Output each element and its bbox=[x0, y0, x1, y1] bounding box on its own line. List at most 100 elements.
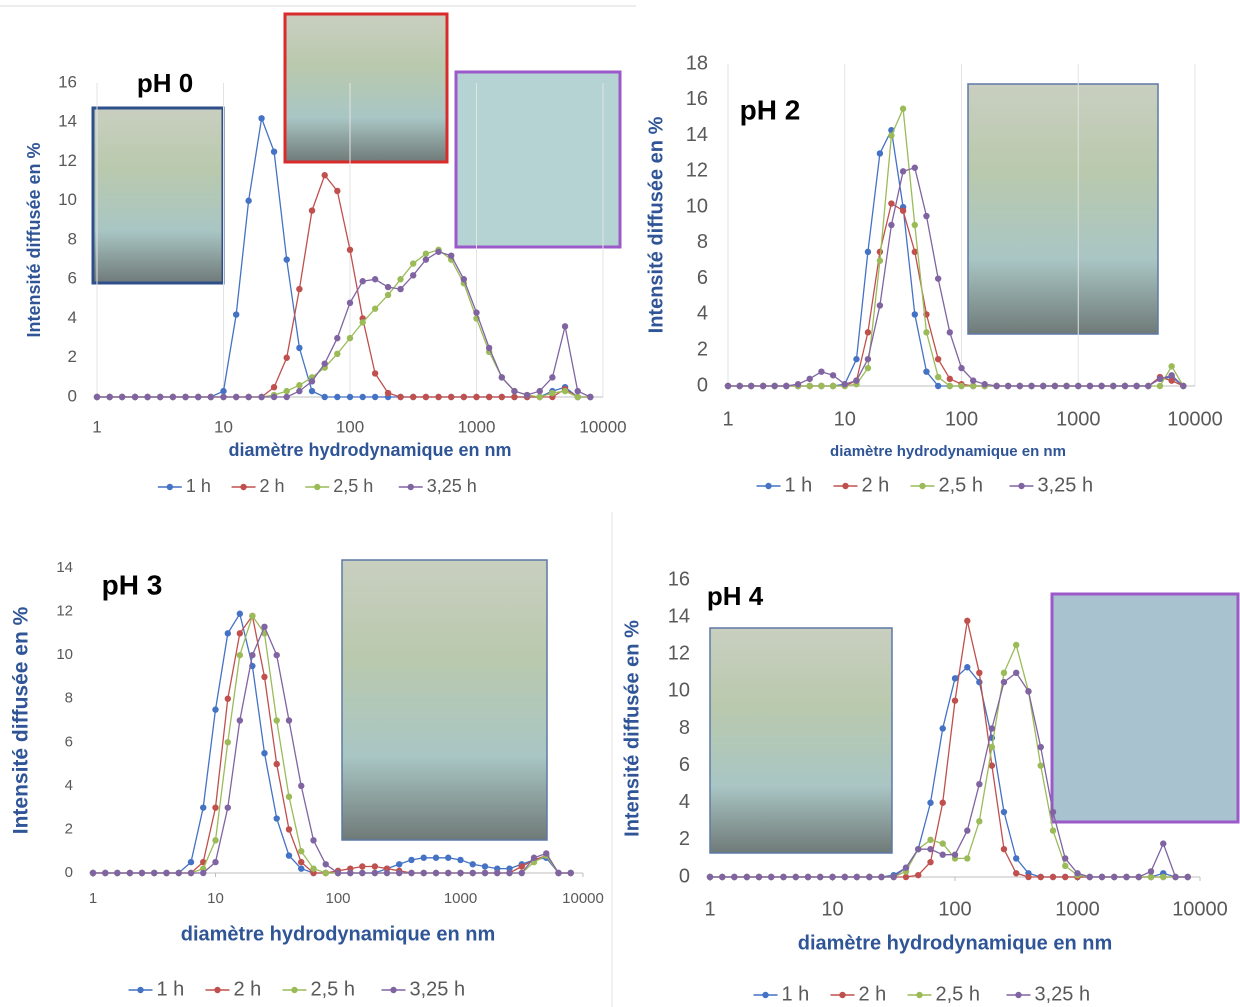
data-point bbox=[946, 382, 954, 390]
legend-label: 2,5 h bbox=[936, 983, 980, 1005]
data-point bbox=[1013, 669, 1020, 677]
legend-marker bbox=[916, 991, 923, 999]
data-point bbox=[298, 865, 305, 872]
y-axis-title: Intensité diffusée en % bbox=[10, 606, 33, 834]
data-point bbox=[1168, 377, 1175, 384]
data-point bbox=[220, 387, 227, 395]
data-point bbox=[878, 873, 885, 881]
data-point bbox=[806, 382, 813, 390]
data-point bbox=[182, 393, 189, 401]
data-point bbox=[993, 382, 1000, 390]
data-point bbox=[1004, 382, 1012, 390]
y-tick-label: 16 bbox=[58, 72, 77, 91]
data-point bbox=[457, 869, 464, 877]
data-point bbox=[574, 387, 581, 395]
data-point bbox=[939, 799, 946, 806]
data-point bbox=[934, 382, 942, 390]
legend-marker bbox=[214, 986, 221, 994]
data-point bbox=[114, 869, 121, 877]
data-point bbox=[261, 623, 268, 631]
data-point bbox=[1098, 382, 1105, 390]
data-point bbox=[939, 840, 946, 847]
series-line bbox=[728, 166, 1184, 387]
data-point bbox=[371, 370, 379, 377]
data-point bbox=[988, 725, 996, 732]
data-point bbox=[296, 285, 303, 293]
data-point bbox=[561, 323, 569, 330]
data-point bbox=[195, 393, 202, 401]
data-point bbox=[806, 375, 813, 383]
data-point bbox=[911, 248, 918, 256]
data-point bbox=[200, 869, 207, 877]
legend-label: 3,25 h bbox=[427, 476, 477, 496]
x-tick-label: 10000 bbox=[562, 890, 604, 907]
legend-marker bbox=[839, 991, 846, 999]
data-point bbox=[322, 869, 329, 877]
data-point bbox=[1040, 382, 1047, 390]
x-tick-label: 1000 bbox=[444, 890, 477, 907]
data-point bbox=[911, 311, 918, 318]
data-point bbox=[261, 749, 268, 757]
data-point bbox=[853, 377, 860, 384]
legend-label: 3,25 h bbox=[410, 978, 466, 1000]
data-point bbox=[780, 873, 787, 881]
data-point bbox=[1037, 873, 1044, 881]
data-point bbox=[1016, 382, 1024, 390]
data-point bbox=[1062, 873, 1069, 881]
data-point bbox=[102, 869, 109, 877]
data-point bbox=[261, 673, 268, 681]
data-point bbox=[951, 697, 959, 704]
data-point bbox=[747, 382, 755, 390]
y-tick-label: 12 bbox=[56, 603, 73, 620]
data-point bbox=[396, 869, 403, 877]
data-point bbox=[432, 869, 440, 877]
data-point bbox=[322, 861, 329, 868]
data-point bbox=[888, 221, 895, 229]
data-point bbox=[422, 256, 430, 263]
photo bbox=[1050, 592, 1240, 824]
data-point bbox=[876, 150, 884, 157]
y-tick-label: 6 bbox=[697, 267, 708, 289]
data-point bbox=[397, 276, 404, 283]
data-point bbox=[976, 678, 983, 686]
data-point bbox=[951, 851, 959, 858]
data-point bbox=[296, 344, 303, 352]
data-point bbox=[371, 276, 379, 283]
data-point bbox=[283, 354, 290, 361]
data-point bbox=[829, 873, 836, 881]
y-axis-title: Intensité diffusée en % bbox=[24, 142, 44, 337]
data-point bbox=[1160, 873, 1167, 881]
data-point bbox=[151, 869, 158, 877]
data-point bbox=[334, 393, 341, 401]
data-point bbox=[359, 863, 366, 870]
data-point bbox=[397, 285, 404, 293]
data-point bbox=[383, 869, 391, 877]
data-point bbox=[1156, 375, 1164, 383]
y-tick-label: 6 bbox=[679, 754, 690, 776]
data-point bbox=[1110, 382, 1117, 390]
data-point bbox=[923, 368, 930, 375]
y-tick-label: 16 bbox=[668, 568, 690, 590]
data-point bbox=[258, 115, 265, 122]
series-line bbox=[93, 625, 571, 874]
y-axis-title: Intensité diffusée en % bbox=[645, 116, 667, 333]
x-tick-label: 10 bbox=[214, 417, 233, 436]
data-point bbox=[853, 873, 861, 881]
data-point bbox=[310, 865, 317, 872]
y-tick-label: 8 bbox=[68, 229, 77, 248]
data-point bbox=[829, 372, 837, 379]
x-axis-title: diamètre hydrodynamique en nm bbox=[798, 932, 1113, 954]
legend-marker bbox=[762, 991, 769, 999]
legend-marker bbox=[407, 483, 414, 491]
legend-marker bbox=[314, 483, 321, 491]
photo bbox=[91, 106, 225, 285]
data-point bbox=[587, 393, 594, 401]
data-point bbox=[939, 725, 946, 732]
data-point bbox=[876, 302, 884, 309]
data-point bbox=[1000, 678, 1008, 686]
data-point bbox=[1074, 870, 1081, 877]
data-point bbox=[864, 329, 872, 336]
data-point bbox=[899, 105, 907, 112]
x-axis-title: diamètre hydrodynamique en nm bbox=[228, 440, 511, 460]
data-point bbox=[494, 869, 501, 877]
